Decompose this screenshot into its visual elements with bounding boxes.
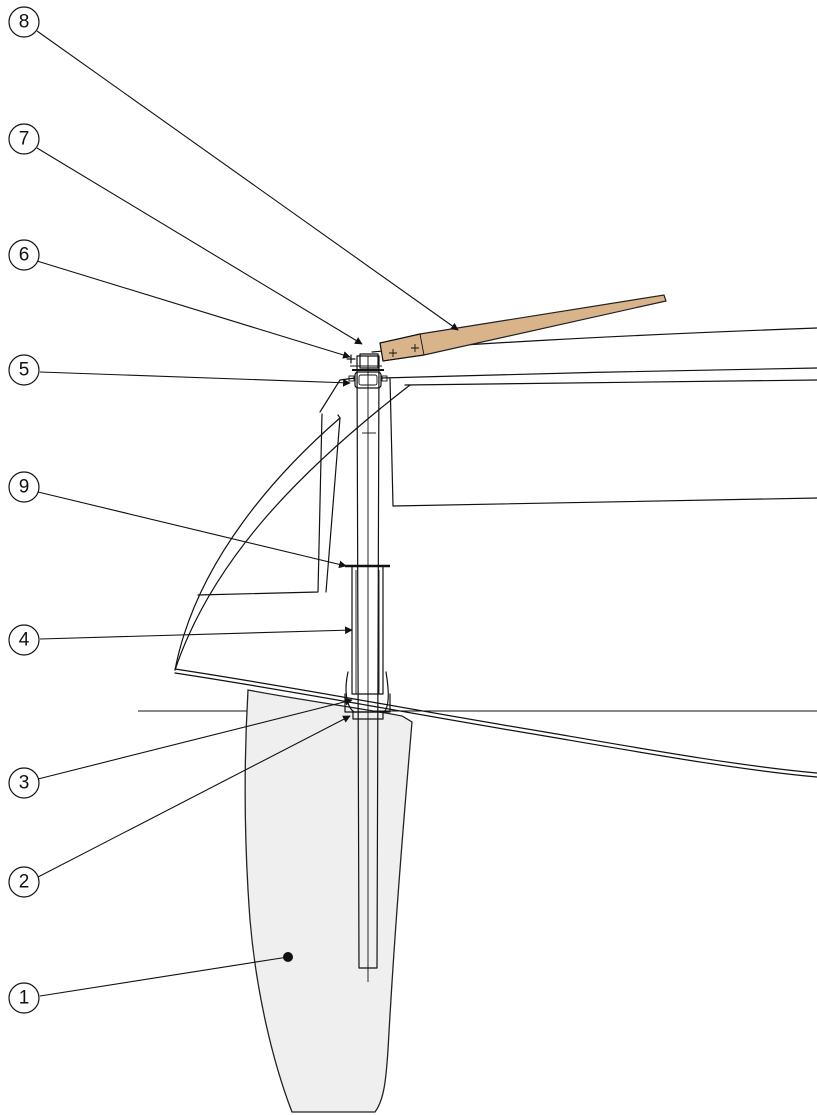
lower-bearing	[352, 711, 384, 720]
transom-panel	[319, 377, 356, 413]
tiller-screw-1	[389, 349, 397, 357]
callout-1: 1	[8, 982, 40, 1014]
callout-5: 5	[8, 354, 40, 386]
upper-bearing-bolt-left	[348, 375, 355, 382]
transom-curve-outer	[174, 414, 341, 671]
hull-bottom-line-inner	[174, 672, 817, 778]
leader-5	[39, 371, 351, 387]
leader-4	[39, 626, 353, 640]
leader-8	[36, 30, 459, 331]
rudder-blade	[244, 689, 413, 1113]
callout-circle-icon	[8, 239, 40, 271]
leader-3	[37, 697, 353, 780]
leader-6	[36, 260, 351, 359]
lower-bearing-fillet-left	[345, 671, 355, 713]
callout-3: 3	[8, 767, 40, 799]
leader-9	[37, 491, 347, 569]
upper-bearing-core	[358, 374, 378, 386]
upper-bearing	[354, 371, 382, 389]
callout-2: 2	[8, 866, 40, 898]
tiller-pivot-bolt	[346, 354, 356, 364]
callout-label: 9	[19, 477, 30, 498]
tiller-fitting	[379, 333, 425, 362]
callout-circle-icon	[8, 123, 40, 155]
callout-label: 2	[19, 872, 30, 893]
rudder-stock	[356, 355, 380, 969]
callout-circle-icon	[8, 866, 40, 898]
leader-1-dot	[283, 952, 293, 962]
callout-circle-icon	[8, 982, 40, 1014]
callout-circle-icon	[8, 471, 40, 503]
transom-panel-side-2	[325, 417, 341, 593]
callout-label: 8	[19, 12, 30, 33]
callout-circle-icon	[8, 767, 40, 799]
upper-bearing-bolt-right	[381, 375, 388, 382]
hull-bottom-line	[174, 668, 817, 774]
callout-label: 6	[19, 245, 30, 266]
deck-edge-lower	[404, 379, 817, 386]
transom-panel-side	[197, 413, 323, 596]
tiller-head	[359, 353, 379, 369]
callout-label: 3	[19, 773, 30, 794]
callout-7: 7	[8, 123, 40, 155]
callout-circle-icon	[8, 624, 40, 656]
callout-4: 4	[8, 624, 40, 656]
lower-bearing-fillet-right	[383, 671, 389, 713]
callout-circle-icon	[8, 354, 40, 386]
callout-label: 7	[19, 129, 30, 150]
callout-label: 4	[19, 630, 30, 651]
leader-7	[36, 147, 363, 345]
deck-edge	[381, 367, 817, 379]
callout-label: 5	[19, 360, 30, 381]
tiller-screw-2	[411, 344, 419, 352]
leader-2	[37, 715, 351, 878]
callout-label: 1	[19, 988, 30, 1009]
callout-8: 8	[8, 6, 40, 38]
leader-1	[39, 956, 289, 997]
callout-9: 9	[8, 471, 40, 503]
callout-6: 6	[8, 239, 40, 271]
transom-curve-inner	[174, 384, 411, 671]
cockpit-wall	[389, 377, 817, 507]
callout-circle-icon	[8, 6, 40, 38]
